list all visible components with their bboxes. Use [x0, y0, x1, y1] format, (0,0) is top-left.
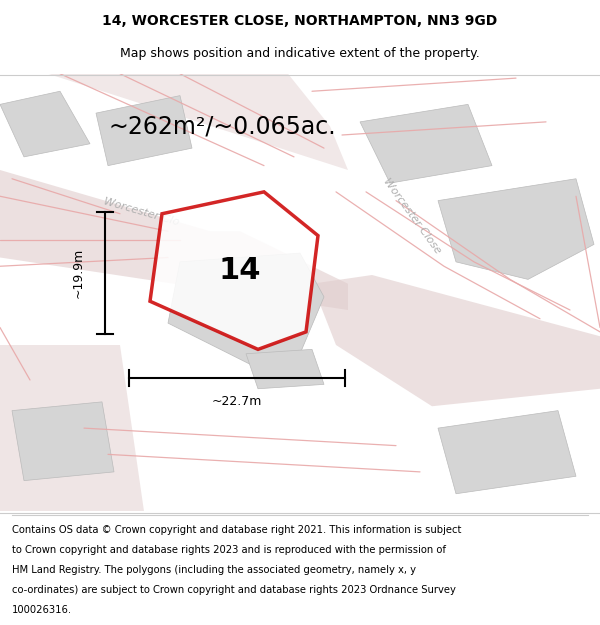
Polygon shape — [438, 179, 594, 279]
Text: 14, WORCESTER CLOSE, NORTHAMPTON, NN3 9GD: 14, WORCESTER CLOSE, NORTHAMPTON, NN3 9G… — [103, 14, 497, 28]
Text: Worcester Close: Worcester Close — [381, 176, 442, 256]
Polygon shape — [0, 345, 144, 511]
Polygon shape — [96, 96, 192, 166]
Text: Worcester Clo: Worcester Clo — [102, 197, 180, 228]
Polygon shape — [48, 74, 348, 170]
Text: ~22.7m: ~22.7m — [212, 396, 262, 408]
Text: co-ordinates) are subject to Crown copyright and database rights 2023 Ordnance S: co-ordinates) are subject to Crown copyr… — [12, 584, 456, 594]
Polygon shape — [360, 104, 492, 183]
Polygon shape — [150, 192, 318, 349]
Polygon shape — [12, 402, 114, 481]
Text: Contains OS data © Crown copyright and database right 2021. This information is : Contains OS data © Crown copyright and d… — [12, 525, 461, 535]
Polygon shape — [438, 411, 576, 494]
Text: to Crown copyright and database rights 2023 and is reproduced with the permissio: to Crown copyright and database rights 2… — [12, 545, 446, 555]
Text: HM Land Registry. The polygons (including the associated geometry, namely x, y: HM Land Registry. The polygons (includin… — [12, 565, 416, 575]
Polygon shape — [246, 349, 324, 389]
Polygon shape — [168, 253, 324, 371]
Text: ~19.9m: ~19.9m — [71, 248, 85, 298]
Polygon shape — [312, 275, 600, 406]
Polygon shape — [0, 91, 90, 157]
Text: 14: 14 — [219, 256, 261, 285]
Polygon shape — [0, 170, 348, 310]
Text: 100026316.: 100026316. — [12, 604, 72, 614]
Text: Map shows position and indicative extent of the property.: Map shows position and indicative extent… — [120, 47, 480, 59]
Text: ~262m²/~0.065ac.: ~262m²/~0.065ac. — [108, 114, 336, 138]
